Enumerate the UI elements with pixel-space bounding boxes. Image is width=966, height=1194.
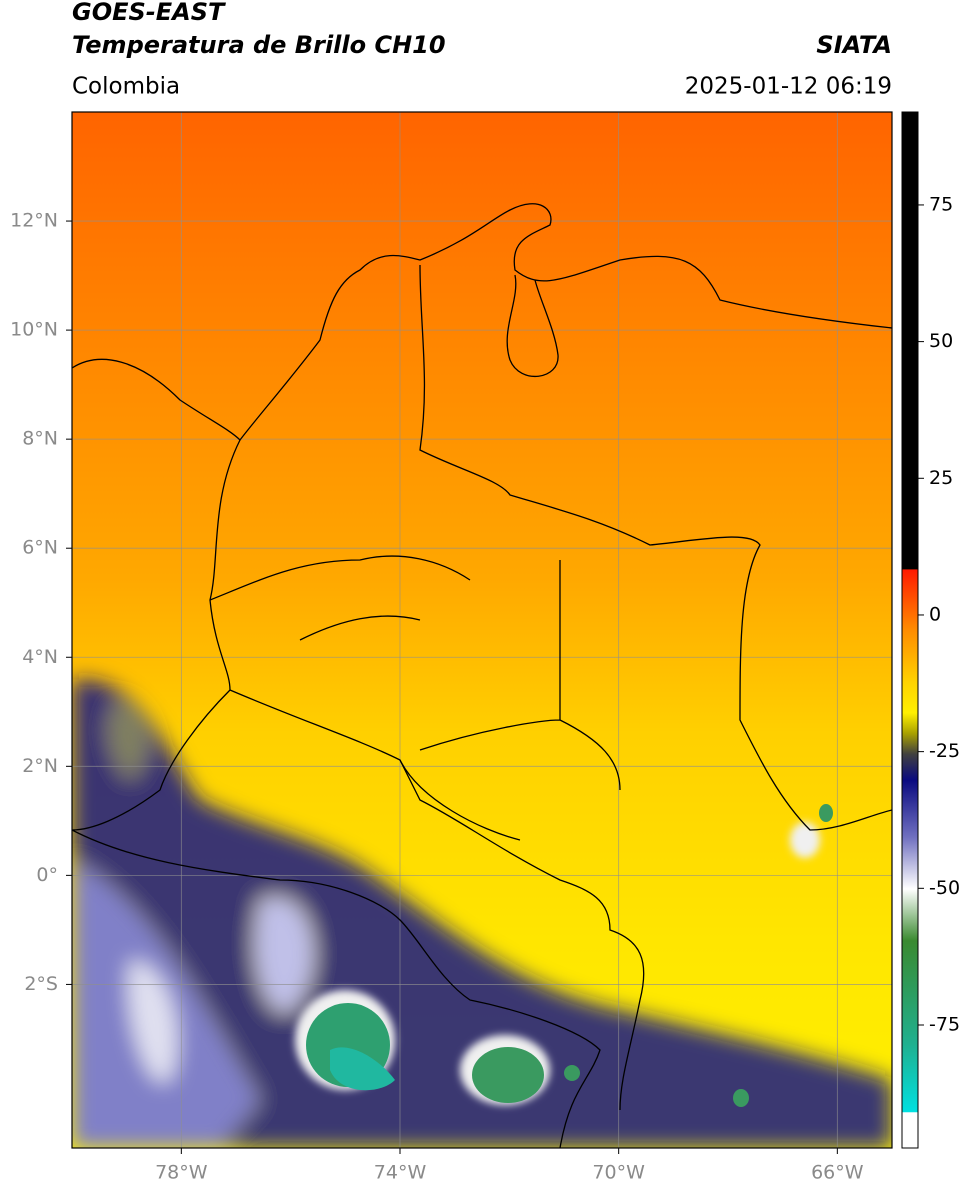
x-tick-label: 78°W [155,1162,208,1184]
colorbar-tick-label: 50 [929,330,953,352]
colorbar-tick-label: -25 [929,740,960,762]
borders [72,203,892,1148]
colorbar-tick-label: -75 [929,1013,960,1035]
y-tick-label: 0° [36,864,58,886]
y-tick-label: 12°N [10,210,58,232]
brand: SIATA [816,31,892,59]
region: Colombia [72,74,180,100]
satellite-image [72,112,892,1148]
colorbar [901,111,919,1149]
map-frame [71,111,893,1149]
y-tick-label: 10°N [10,319,58,341]
colorbar-tick-label: 75 [929,193,953,215]
colorbar-tick-label: -50 [929,877,960,899]
y-tick-label: 8°N [22,428,58,450]
x-tick-label: 74°W [374,1162,427,1184]
y-tick-label: 2°N [22,755,58,777]
title: GOES-EAST [72,0,226,26]
colorbar-tick-label: 0 [929,603,941,625]
x-tick-label: 66°W [811,1162,864,1184]
y-tick-label: 6°N [22,537,58,559]
x-tick-label: 70°W [592,1162,645,1184]
timestamp: 2025-01-12 06:19 [685,74,892,100]
grid [72,112,892,1148]
y-tick-label: 2°S [24,973,58,995]
subtitle: Temperatura de Brillo CH10 [72,31,446,59]
colorbar-tick-label: 25 [929,467,953,489]
y-tick-label: 4°N [22,646,58,668]
